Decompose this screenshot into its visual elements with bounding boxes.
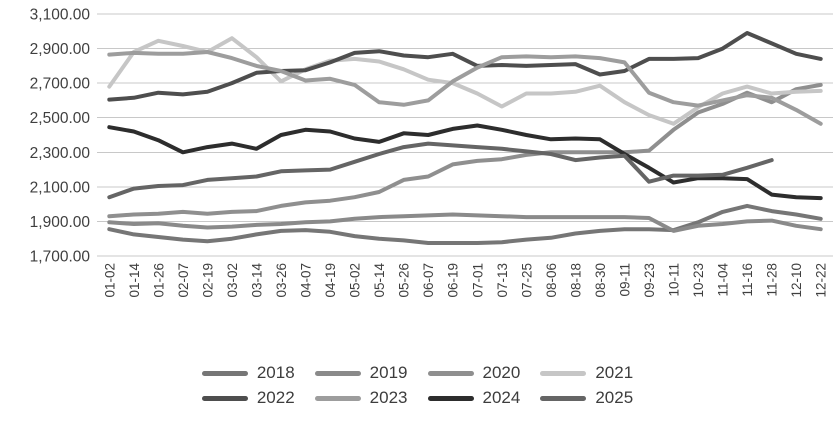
x-axis-tick-label: 11-28 bbox=[765, 263, 780, 297]
legend-swatch-2019 bbox=[314, 370, 361, 376]
legend: 2018 2019 2020 2021 2022 2023 2024 2025 bbox=[0, 363, 835, 408]
legend-item-2021: 2021 bbox=[540, 363, 633, 383]
x-axis-tick-label: 01-14 bbox=[127, 263, 142, 298]
x-axis-tick-label: 09-23 bbox=[642, 263, 657, 298]
y-axis-tick-label: 1,900.00 bbox=[30, 214, 91, 231]
x-axis-tick-label: 07-13 bbox=[495, 263, 510, 298]
x-axis-labels: 01-02 01-14 01-26 02-07 02-19 03-02 03-14 03-26… bbox=[102, 263, 828, 298]
y-axis-tick-label: 2,500.00 bbox=[30, 110, 91, 127]
legend-swatch-2025 bbox=[540, 395, 587, 401]
series-line-2019 bbox=[107, 212, 823, 233]
y-axis-tick-label: 3,100.00 bbox=[30, 7, 91, 24]
y-axis-tick-label: 1,700.00 bbox=[30, 249, 91, 266]
x-axis-tick-label: 05-14 bbox=[372, 263, 387, 298]
legend-item-2023: 2023 bbox=[314, 388, 408, 408]
series-line-2022 bbox=[107, 31, 823, 102]
legend-label: 2025 bbox=[595, 388, 634, 407]
series-line-2020 bbox=[107, 82, 823, 219]
series-line-2018 bbox=[107, 203, 823, 245]
series-lines bbox=[107, 31, 823, 245]
legend-row: 2018 2019 2020 2021 bbox=[192, 363, 643, 383]
x-axis-tick-label: 11-04 bbox=[716, 263, 731, 297]
legend-item-2020: 2020 bbox=[427, 363, 521, 383]
legend-label: 2019 bbox=[369, 363, 408, 382]
legend-label: 2021 bbox=[595, 363, 634, 382]
legend-swatch-2024 bbox=[427, 395, 474, 401]
x-axis-tick-label: 08-06 bbox=[544, 263, 559, 298]
legend-label: 2018 bbox=[256, 363, 295, 382]
legend-swatch-2023 bbox=[314, 395, 361, 401]
x-axis-tick-label: 03-14 bbox=[249, 263, 264, 298]
legend-label: 2024 bbox=[482, 388, 521, 407]
x-axis-tick-label: 09-11 bbox=[617, 263, 632, 297]
legend-row: 2022 2023 2024 2025 bbox=[192, 388, 643, 408]
x-axis-tick-label: 04-19 bbox=[323, 263, 338, 298]
legend-item-2025: 2025 bbox=[540, 388, 633, 408]
series-line-2024 bbox=[107, 123, 823, 201]
series-line-2023 bbox=[107, 50, 823, 126]
x-axis-tick-label: 08-30 bbox=[593, 263, 608, 298]
x-axis-tick-label: 10-11 bbox=[667, 263, 682, 297]
x-axis-tick-label: 11-16 bbox=[740, 263, 755, 297]
legend-label: 2020 bbox=[482, 363, 521, 382]
x-axis-tick-label: 02-07 bbox=[176, 263, 191, 298]
x-axis-tick-label: 06-07 bbox=[421, 263, 436, 298]
x-axis-tick-label: 03-26 bbox=[274, 263, 289, 298]
gridlines bbox=[97, 13, 833, 257]
x-axis-tick-label: 01-02 bbox=[102, 263, 117, 298]
y-axis-tick-label: 2,100.00 bbox=[30, 179, 91, 196]
x-axis-tick-label: 02-19 bbox=[200, 263, 215, 298]
legend-item-2022: 2022 bbox=[201, 388, 295, 408]
legend-label: 2022 bbox=[256, 388, 295, 407]
legend-swatch-2020 bbox=[427, 370, 474, 376]
series-line-2025 bbox=[107, 141, 774, 200]
x-axis-tick-label: 03-02 bbox=[225, 263, 240, 298]
x-axis-tick-label: 12-22 bbox=[814, 263, 829, 298]
y-axis-tick-label: 2,300.00 bbox=[30, 145, 91, 162]
x-axis-tick-label: 01-26 bbox=[151, 263, 166, 298]
legend-label: 2023 bbox=[369, 388, 408, 407]
legend-swatch-2021 bbox=[540, 370, 587, 376]
y-axis-labels: 3,100.00 2,900.00 2,700.00 2,500.00 2,300.00… bbox=[30, 7, 91, 266]
legend-swatch-2018 bbox=[201, 370, 248, 376]
x-axis-tick-label: 04-07 bbox=[299, 263, 314, 298]
x-axis-tick-label: 07-01 bbox=[470, 263, 485, 298]
x-axis-tick-label: 06-19 bbox=[446, 263, 461, 298]
legend-item-2018: 2018 bbox=[201, 363, 295, 383]
x-axis-tick-label: 05-26 bbox=[397, 263, 412, 298]
legend-swatch-2022 bbox=[201, 395, 248, 401]
y-axis-tick-label: 2,900.00 bbox=[30, 41, 91, 58]
x-axis-tick-label: 08-18 bbox=[568, 263, 583, 298]
legend-item-2019: 2019 bbox=[314, 363, 408, 383]
x-axis-tick-label: 05-02 bbox=[348, 263, 363, 298]
y-axis-tick-label: 2,700.00 bbox=[30, 76, 91, 93]
x-axis-tick-label: 12-10 bbox=[789, 263, 804, 298]
x-axis-tick-label: 07-25 bbox=[519, 263, 534, 298]
legend-item-2024: 2024 bbox=[427, 388, 521, 408]
x-axis-tick-label: 10-23 bbox=[691, 263, 706, 298]
